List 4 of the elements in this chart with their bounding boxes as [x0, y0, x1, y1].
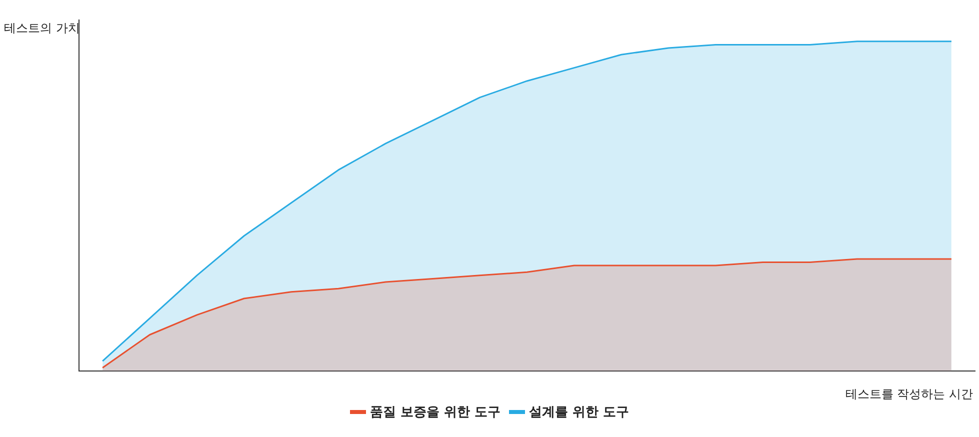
x-axis-title: 테스트를 작성하는 시간: [845, 386, 973, 403]
y-axis-title: 테스트의 가치: [4, 20, 80, 37]
legend-label: 품질 보증을 위한 도구: [370, 404, 501, 421]
legend-label: 설계를 위한 도구: [528, 404, 629, 421]
